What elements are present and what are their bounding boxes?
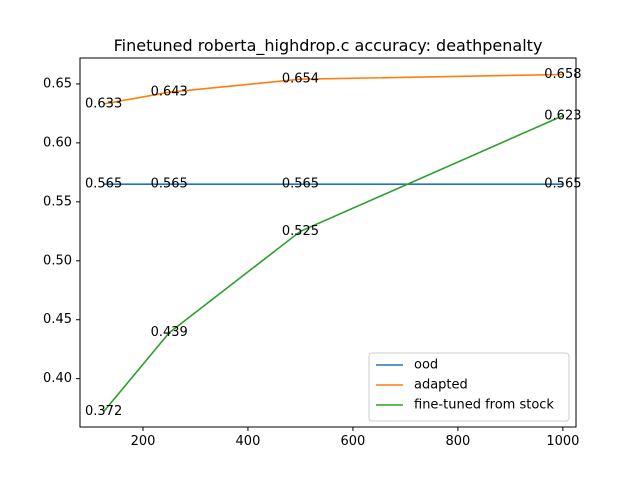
data-label: 0.565 bbox=[151, 177, 188, 192]
data-label: 0.565 bbox=[85, 177, 122, 192]
data-label: 0.654 bbox=[282, 72, 319, 87]
x-tick-label: 1000 bbox=[546, 434, 579, 449]
x-tick-label: 800 bbox=[445, 434, 470, 449]
legend-label: ood bbox=[414, 358, 438, 373]
legend: ood adapted fine-tuned from stock bbox=[368, 352, 570, 422]
y-tick-label: 0.55 bbox=[43, 194, 72, 209]
y-tick-label: 0.50 bbox=[43, 253, 72, 268]
axes-layer: 200 400 600 800 1000 0.40 0.45 0.50 0.55 0.60 0.65 bbox=[43, 57, 579, 449]
data-label: 0.623 bbox=[544, 108, 581, 123]
data-label: 0.372 bbox=[85, 404, 122, 419]
legend-label: fine-tuned from stock bbox=[414, 398, 554, 413]
data-label: 0.525 bbox=[282, 224, 319, 239]
data-label: 0.565 bbox=[282, 177, 319, 192]
x-tick-label: 600 bbox=[341, 434, 366, 449]
series-line-1 bbox=[103, 73, 563, 105]
series-layer bbox=[103, 73, 564, 413]
series-line-2 bbox=[103, 115, 564, 413]
x-tick-label: 200 bbox=[131, 434, 156, 449]
plot-frame bbox=[79, 57, 577, 428]
legend-box bbox=[368, 352, 570, 422]
data-label: 0.643 bbox=[151, 85, 188, 100]
y-tick-label: 0.40 bbox=[43, 371, 72, 386]
data-label: 0.439 bbox=[151, 325, 188, 340]
data-label: 0.633 bbox=[85, 96, 122, 111]
data-label: 0.565 bbox=[544, 177, 581, 192]
y-tick-label: 0.60 bbox=[43, 135, 72, 150]
data-label: 0.658 bbox=[544, 67, 581, 82]
y-tick-label: 0.65 bbox=[43, 76, 72, 91]
data-label-layer: 0.565 0.565 0.565 0.565 0.633 0.643 0.654 0.658… bbox=[85, 67, 581, 419]
x-tick-label: 400 bbox=[236, 434, 261, 449]
y-tick-label: 0.45 bbox=[43, 312, 72, 327]
chart-title: Finetuned roberta_highdrop.c accuracy: d… bbox=[114, 36, 543, 56]
legend-label: adapted bbox=[414, 378, 468, 393]
